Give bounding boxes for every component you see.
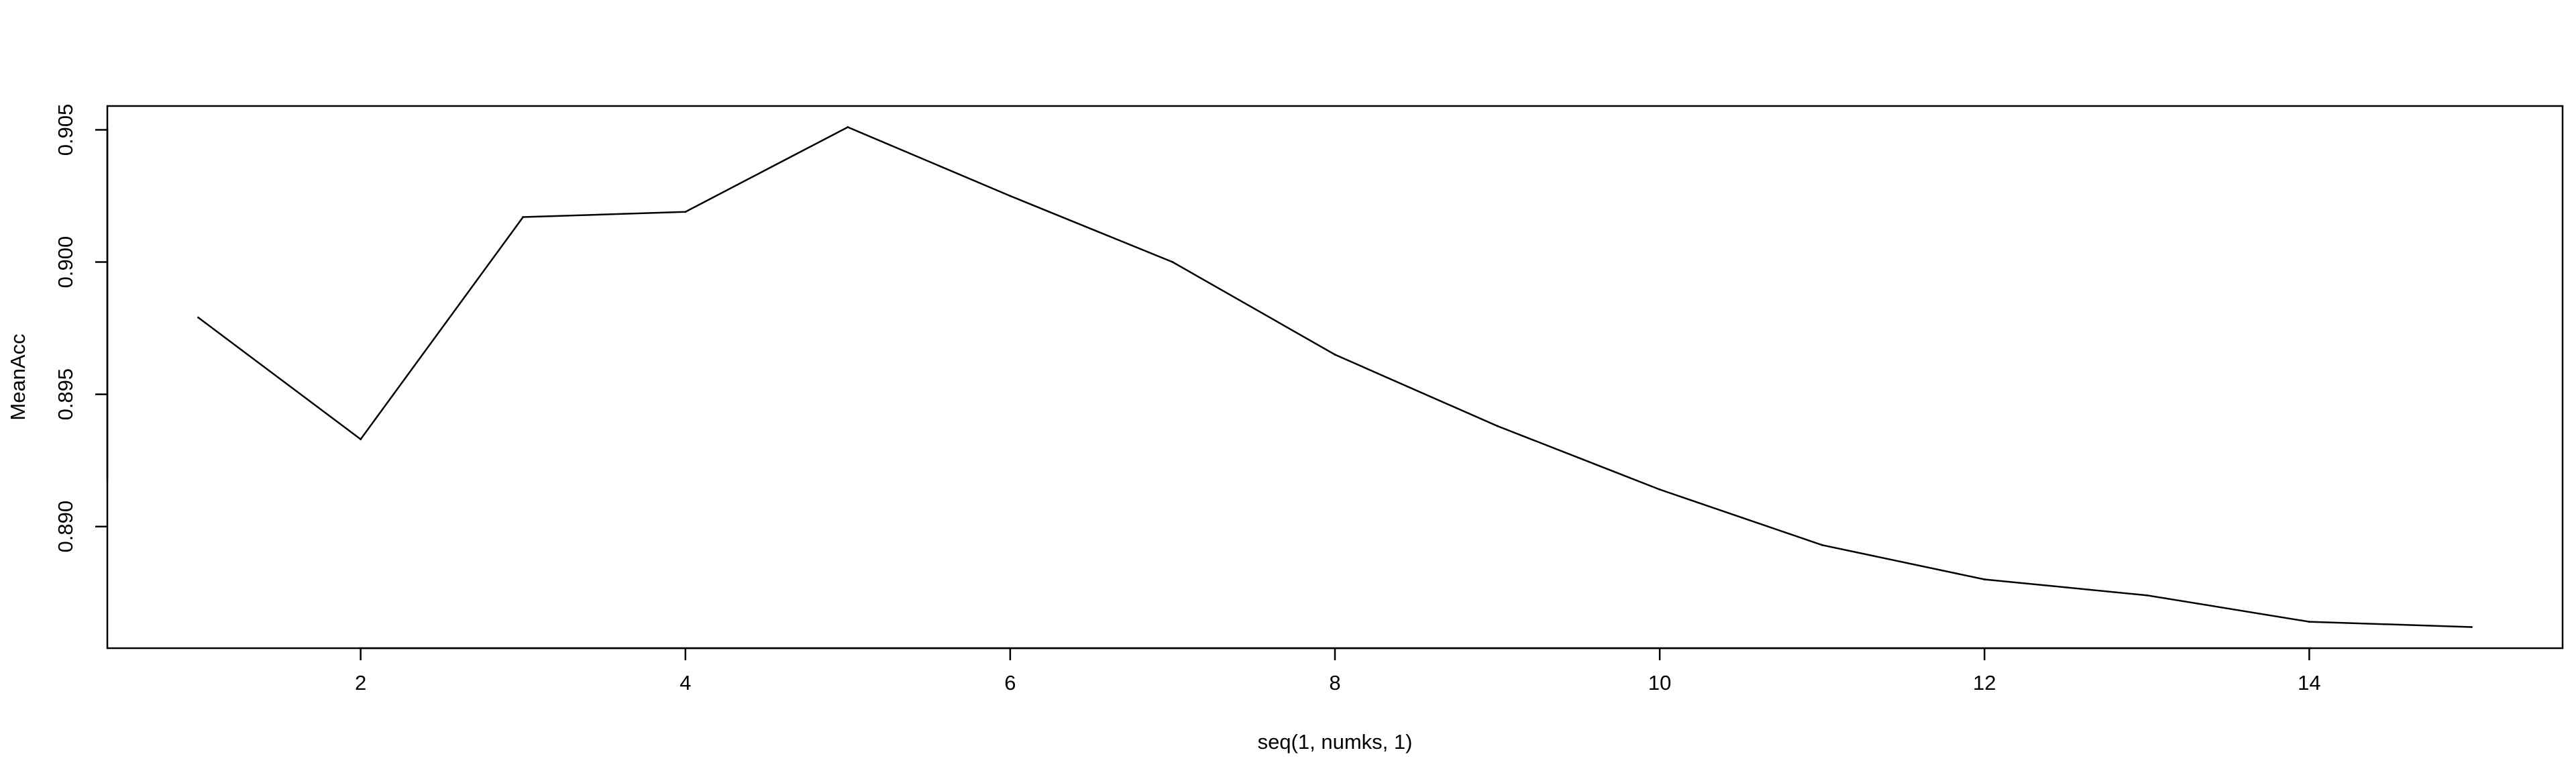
data-point [1983,578,1986,580]
x-axis-ticks: 2 4 6 8 10 12 14 [355,648,2321,694]
x-tick-label: 10 [1648,671,1671,694]
plot-frame [106,105,2564,650]
x-tick-label: 12 [1973,671,1996,694]
y-tick-label: 0.890 [54,501,77,553]
data-point [1171,261,1174,263]
y-tick-label: 0.900 [54,236,77,289]
series-line [197,126,2472,628]
x-axis-label: seq(1, numks, 1) [1258,730,1413,754]
y-axis-label: MeanAcc [6,333,30,420]
data-point [197,316,200,319]
data-point [1658,488,1661,491]
data-point [1496,425,1499,427]
x-tick-label: 4 [680,671,691,694]
data-points [197,126,2473,628]
x-tick-label: 6 [1004,671,1016,694]
x-tick-label: 2 [355,671,366,694]
y-axis-ticks: 0.890 0.895 0.900 0.905 [54,104,107,553]
y-tick-label: 0.905 [54,104,77,156]
data-point [1009,195,1012,197]
y-tick-label: 0.895 [54,368,77,421]
data-point [1334,354,1336,356]
data-point [2145,594,2148,597]
data-point [522,216,525,218]
x-tick-label: 14 [2298,671,2320,694]
data-point [684,211,687,213]
x-tick-label: 8 [1329,671,1340,694]
data-point [360,438,362,441]
data-point [1821,544,1823,546]
data-point [847,126,849,128]
data-point [2308,621,2310,623]
data-point [2470,626,2473,628]
